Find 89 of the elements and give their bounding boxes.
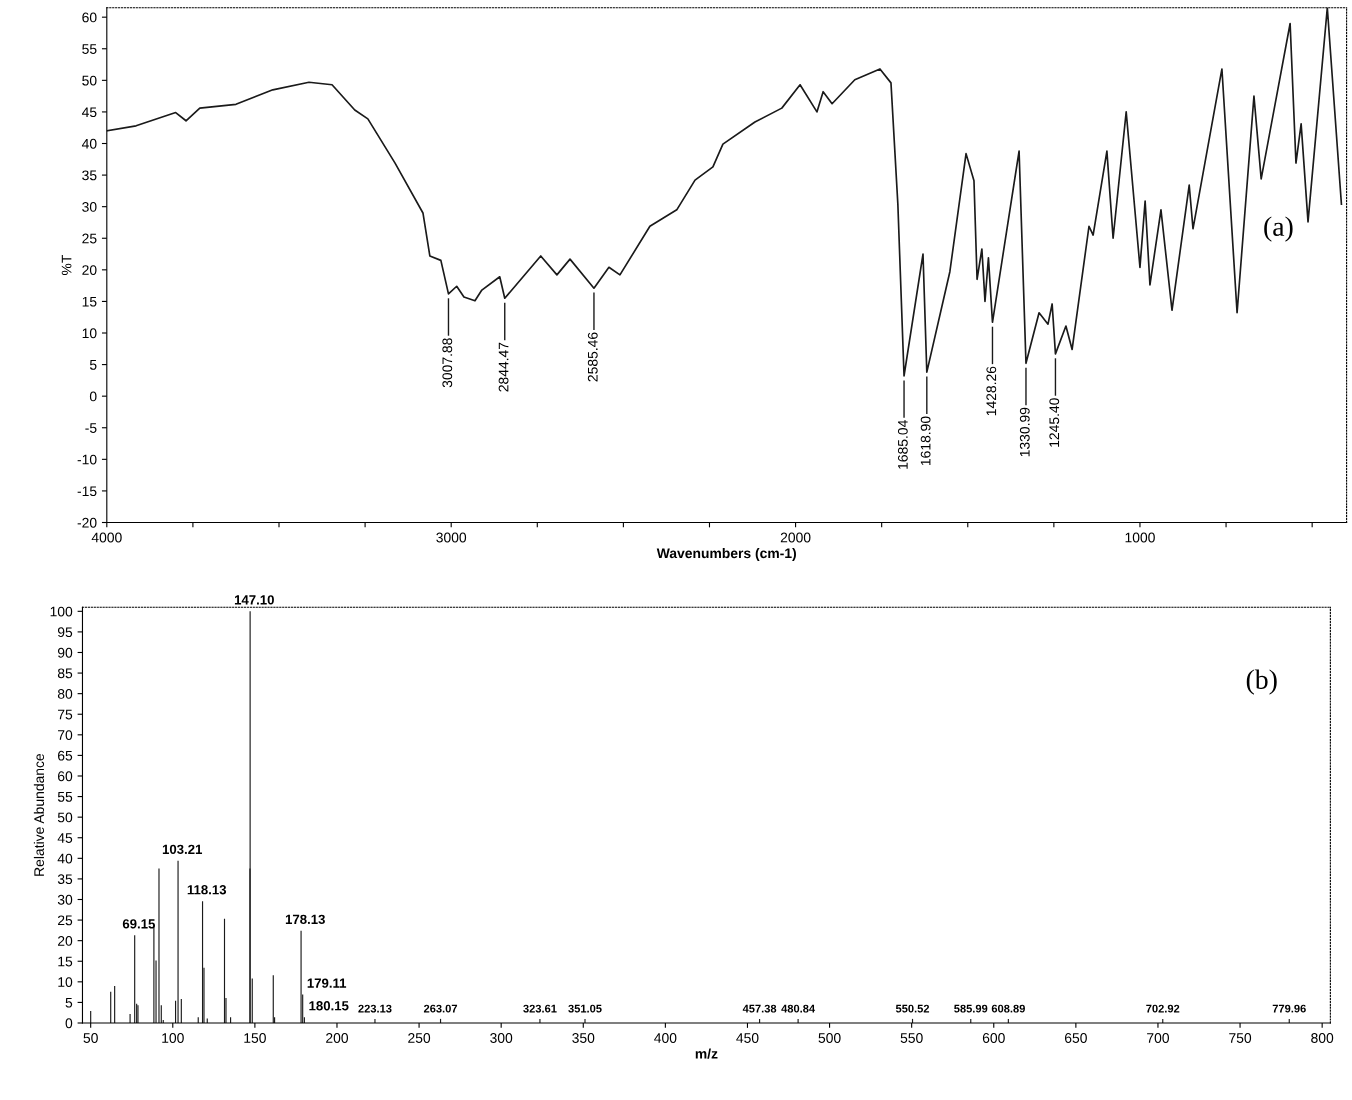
annotation: 180.15 xyxy=(309,1001,349,1011)
y-tick-label: 0 xyxy=(65,1018,73,1029)
y-tick-label: -20 xyxy=(77,517,97,528)
x-tick-label: 300 xyxy=(490,1033,513,1043)
x-tick-label: 1000 xyxy=(1125,532,1155,543)
annotation: 480.84 xyxy=(781,1004,816,1013)
y-tick-label: 55 xyxy=(82,44,97,54)
annotation: 457.38 xyxy=(742,1004,777,1013)
y-tick-label: 50 xyxy=(82,75,97,86)
annotation: 351.05 xyxy=(568,1004,602,1013)
x-tick-label: 200 xyxy=(326,1033,349,1043)
annotation: 2585.46 xyxy=(587,332,598,382)
annotation: 178.13 xyxy=(285,914,325,925)
y-tick-label: 15 xyxy=(58,956,73,967)
y-tick-label: 100 xyxy=(50,606,73,617)
y-tick-label: 25 xyxy=(58,915,73,926)
annotation: 1618.90 xyxy=(920,416,931,466)
annotation: 223.13 xyxy=(358,1004,392,1013)
annotation: 550.52 xyxy=(895,1004,930,1013)
annotation: 323.61 xyxy=(523,1004,557,1013)
y-tick-label: -10 xyxy=(77,454,97,465)
y-tick-label: 30 xyxy=(82,202,97,212)
annotation: (b) xyxy=(1246,669,1277,695)
annotation: 779.96 xyxy=(1272,1004,1306,1013)
x-tick-label: 700 xyxy=(1147,1033,1170,1043)
annotation: 1428.26 xyxy=(986,366,997,416)
y-tick-label: 35 xyxy=(82,170,97,181)
annotation: 702.92 xyxy=(1146,1004,1180,1013)
annotation: 1245.40 xyxy=(1049,398,1060,447)
y-tick-label: 75 xyxy=(58,709,73,720)
annotation: 608.89 xyxy=(991,1004,1025,1013)
y-tick-label: 25 xyxy=(82,233,97,244)
x-tick-label: 800 xyxy=(1311,1033,1334,1043)
annotation: 2844.47 xyxy=(498,342,509,392)
x-tick-label: 750 xyxy=(1229,1033,1252,1043)
x-tick-label: 550 xyxy=(900,1033,923,1043)
y-tick-label: 60 xyxy=(82,12,97,23)
y-tick-label: 85 xyxy=(57,668,73,679)
y-tick-label: 5 xyxy=(65,997,73,1008)
y-tick-label: 45 xyxy=(81,107,97,118)
annotation: 69.15 xyxy=(122,919,155,929)
annotation: 103.21 xyxy=(162,844,203,855)
x-tick-label: 4000 xyxy=(91,532,122,543)
x-tick-label: 400 xyxy=(654,1033,677,1043)
y-tick-label: 45 xyxy=(57,833,73,843)
annotation: 179.11 xyxy=(307,978,347,988)
x-tick-label: 250 xyxy=(408,1033,431,1043)
y-tick-label: 20 xyxy=(58,936,73,946)
y-tick-label: 0 xyxy=(89,391,97,402)
y-axis-title: Relative Abundance xyxy=(33,753,45,876)
y-tick-label: 10 xyxy=(58,977,73,987)
x-tick-label: 2000 xyxy=(780,532,811,543)
x-tick-label: 350 xyxy=(572,1033,595,1043)
x-axis-title: Wavenumbers (cm-1) xyxy=(656,547,796,561)
x-tick-label: 600 xyxy=(982,1033,1005,1043)
y-tick-label: -5 xyxy=(85,423,97,433)
y-tick-label: 20 xyxy=(82,265,97,276)
annotation: 118.13 xyxy=(187,885,227,895)
y-tick-label: 50 xyxy=(57,812,73,823)
x-tick-label: 650 xyxy=(1064,1033,1087,1043)
annotation: 3007.88 xyxy=(442,338,453,388)
x-tick-label: 450 xyxy=(736,1033,759,1043)
annotation: 1685.04 xyxy=(897,420,908,469)
y-tick-label: 30 xyxy=(57,894,73,905)
x-tick-label: 100 xyxy=(162,1033,184,1043)
y-tick-label: 70 xyxy=(58,730,73,740)
y-tick-label: 15 xyxy=(82,296,97,307)
y-tick-label: 65 xyxy=(58,750,73,761)
y-tick-label: -15 xyxy=(77,486,97,497)
y-tick-label: 40 xyxy=(57,853,73,864)
x-tick-label: 3000 xyxy=(436,532,467,543)
y-tick-label: 60 xyxy=(58,771,73,782)
x-tick-label: 150 xyxy=(244,1033,266,1043)
annotation: (a) xyxy=(1264,216,1293,242)
y-tick-label: 40 xyxy=(81,138,97,149)
annotation: 585.99 xyxy=(954,1004,988,1013)
x-axis-title: m/z xyxy=(695,1048,718,1059)
y-tick-label: 90 xyxy=(57,647,73,658)
y-tick-label: 55 xyxy=(57,792,73,802)
y-axis-title: %T xyxy=(61,255,72,276)
annotation: 1330.99 xyxy=(1019,407,1030,457)
y-tick-label: 95 xyxy=(57,627,73,638)
annotation: 147.10 xyxy=(234,595,274,605)
y-tick-label: 10 xyxy=(82,328,97,339)
annotation: 263.07 xyxy=(423,1004,458,1013)
y-tick-label: 35 xyxy=(57,874,73,885)
y-tick-label: 80 xyxy=(57,688,73,699)
x-tick-label: 500 xyxy=(818,1033,841,1043)
y-tick-label: 5 xyxy=(89,360,97,370)
